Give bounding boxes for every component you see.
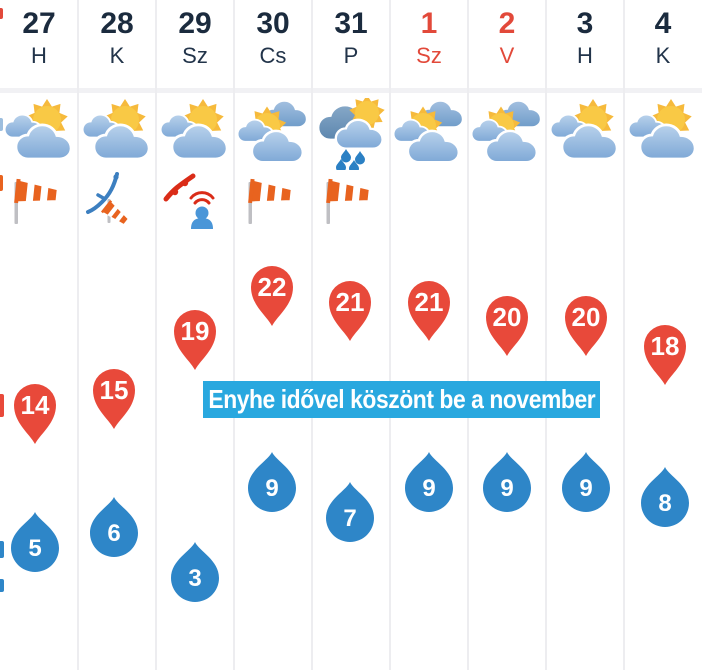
- day-abbreviation: K: [109, 43, 125, 68]
- wind-icon-strong-wind-windsock: [14, 178, 58, 224]
- wind-icon-front-with-windsock: [86, 172, 129, 225]
- header-separator: [0, 88, 702, 93]
- low-temp-drop: 8: [641, 467, 689, 527]
- low-temp-value: 8: [658, 490, 671, 517]
- low-temp-value: 3: [188, 565, 201, 592]
- high-temp-pin: 15: [93, 369, 135, 430]
- day-number: 3: [576, 7, 594, 40]
- day-header[interactable]: 28 K: [78, 0, 156, 88]
- day-number: 29: [178, 7, 212, 40]
- high-temp-pin: 14: [14, 384, 56, 444]
- column-divider: [467, 0, 469, 670]
- day-header[interactable]: 30 Cs: [234, 0, 312, 88]
- high-temp-pin: 21: [329, 280, 371, 341]
- wind-icon-front-effect-person: [163, 173, 215, 229]
- high-temp-pin: 20: [486, 295, 528, 356]
- day-abbreviation: K: [655, 43, 671, 68]
- column-divider: [311, 0, 313, 670]
- day-number: 27: [22, 7, 56, 40]
- day-number: 28: [100, 7, 134, 40]
- high-temp-pin: 20: [565, 295, 607, 356]
- edge-fragment: [0, 8, 3, 19]
- edge-fragment: [0, 579, 4, 592]
- edge-fragment: [0, 541, 4, 558]
- low-temp-drop: 9: [562, 452, 610, 512]
- headline-banner[interactable]: Enyhe idővel köszönt be a november: [203, 381, 600, 418]
- weather-icon-partly-cloudy: [3, 99, 73, 161]
- edge-fragment: [0, 394, 4, 417]
- low-temp-drop: 3: [171, 542, 219, 602]
- day-abbreviation: Sz: [416, 43, 442, 68]
- column-divider: [623, 0, 625, 670]
- low-temp-value: 9: [579, 475, 592, 502]
- day-number: 31: [334, 7, 368, 40]
- day-header[interactable]: 31 P: [312, 0, 390, 88]
- low-temp-drop: 7: [326, 482, 374, 542]
- weather-icon-mostly-cloudy: [237, 99, 308, 164]
- weather-icon-mostly-cloudy: [471, 99, 542, 164]
- day-header[interactable]: 1 Sz: [390, 0, 468, 88]
- low-temp-value: 9: [265, 475, 278, 502]
- day-number: 2: [498, 7, 516, 40]
- low-temp-value: 9: [422, 475, 435, 502]
- high-temp-value: 21: [336, 287, 365, 317]
- weather-icon-partly-cloudy: [549, 99, 619, 161]
- day-abbreviation: Sz: [182, 43, 208, 68]
- low-temp-value: 6: [107, 520, 120, 547]
- day-abbreviation: V: [499, 43, 515, 68]
- day-header[interactable]: 27 H: [0, 0, 78, 88]
- day-abbreviation: H: [31, 43, 47, 68]
- wind-icon-strong-wind-windsock: [248, 178, 292, 224]
- wind-icon-strong-wind-windsock: [326, 178, 370, 224]
- low-temp-value: 7: [343, 505, 356, 532]
- day-abbreviation: Cs: [259, 43, 287, 68]
- headline-text: Enyhe idővel köszönt be a november: [208, 384, 595, 414]
- low-temp-drop: 5: [11, 512, 59, 572]
- column-divider: [389, 0, 391, 670]
- low-temp-value: 9: [500, 475, 513, 502]
- day-abbreviation: H: [577, 43, 593, 68]
- weather-icon-partly-cloudy: [159, 99, 229, 161]
- high-temp-value: 21: [415, 287, 444, 317]
- high-temp-value: 20: [493, 302, 522, 332]
- column-divider: [545, 0, 547, 670]
- high-temp-pin: 22: [251, 266, 293, 326]
- low-temp-drop: 9: [483, 452, 531, 512]
- high-temp-pin: 18: [644, 325, 686, 385]
- low-temp-drop: 6: [90, 497, 138, 557]
- weather-icon-mostly-cloudy: [393, 99, 464, 164]
- high-temp-value: 15: [100, 375, 129, 405]
- high-temp-value: 22: [258, 272, 287, 302]
- day-header[interactable]: 2 V: [468, 0, 546, 88]
- high-temp-pin: 19: [174, 310, 216, 371]
- low-temp-drop: 9: [248, 452, 296, 512]
- low-temp-drop: 9: [405, 452, 453, 512]
- weather-icon-partly-cloudy: [627, 99, 697, 161]
- weather-icon-partly-cloudy: [81, 99, 151, 161]
- high-temp-value: 18: [651, 331, 680, 361]
- weather-icon-rain-showers: [316, 98, 385, 170]
- column-divider: [77, 0, 79, 670]
- edge-fragment: [0, 118, 3, 131]
- low-temp-value: 5: [28, 535, 41, 562]
- day-number: 1: [420, 7, 438, 40]
- edge-fragment: [0, 175, 3, 191]
- day-header[interactable]: 4 K: [624, 0, 702, 88]
- day-header[interactable]: 3 H: [546, 0, 624, 88]
- day-number: 30: [256, 7, 290, 40]
- day-header[interactable]: 29 Sz: [156, 0, 234, 88]
- high-temp-pin: 21: [408, 280, 450, 341]
- column-divider: [233, 0, 235, 670]
- day-number: 4: [654, 7, 672, 40]
- column-divider: [155, 0, 157, 670]
- high-temp-value: 19: [181, 316, 210, 346]
- high-temp-value: 14: [21, 390, 50, 420]
- high-temp-value: 20: [572, 302, 601, 332]
- day-abbreviation: P: [343, 43, 359, 68]
